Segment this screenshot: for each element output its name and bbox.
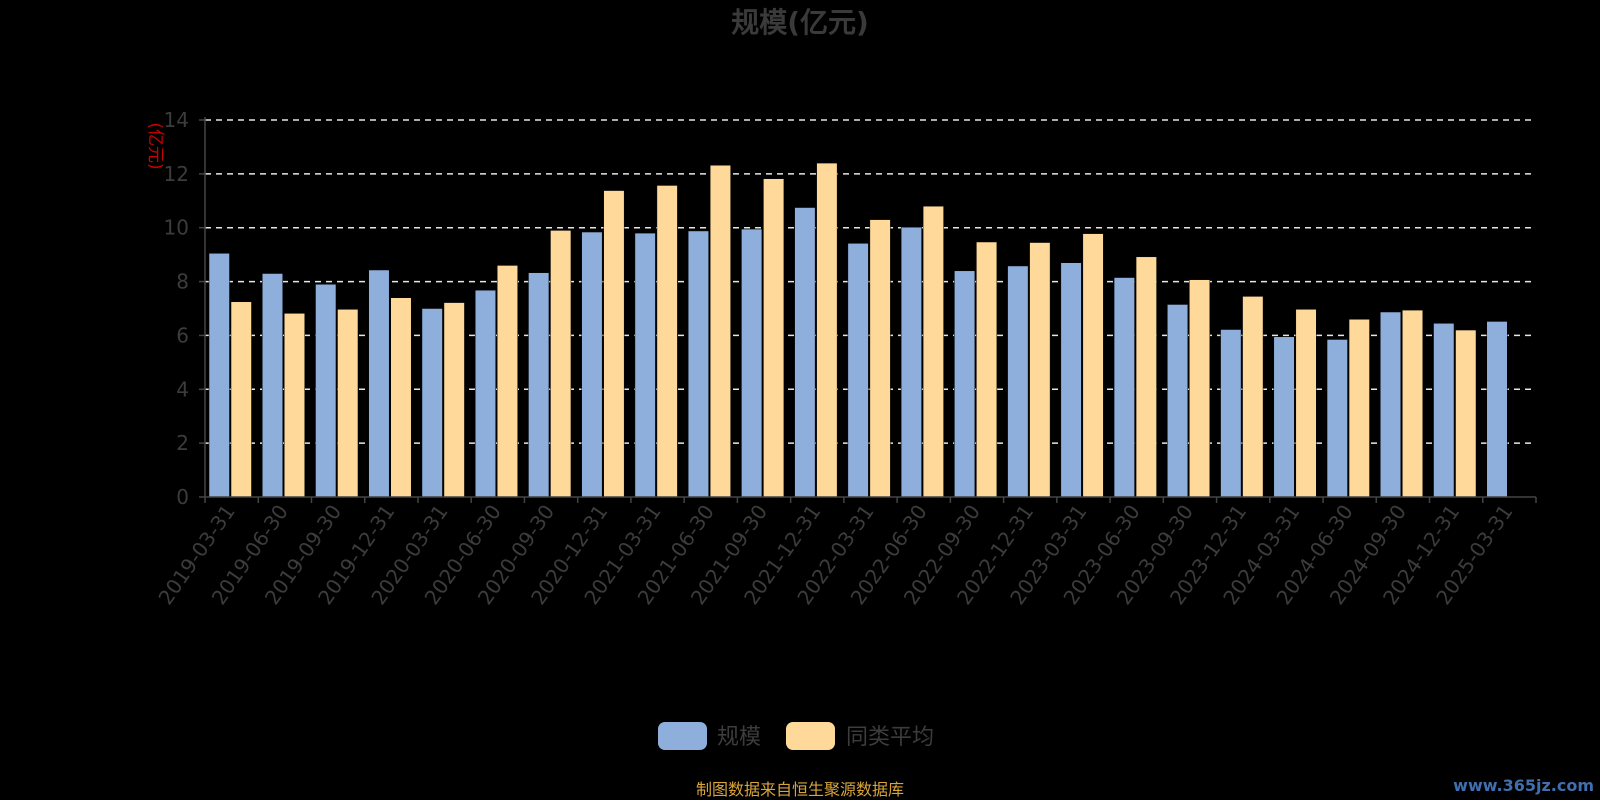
- legend-swatch[interactable]: [658, 722, 707, 750]
- bar-peer-average: [709, 164, 731, 498]
- bar-scale: [1167, 304, 1189, 498]
- bar-peer-average: [976, 241, 998, 498]
- bar-peer-average: [1295, 309, 1317, 498]
- legend[interactable]: 规模 同类平均: [658, 722, 934, 750]
- bar-peer-average: [283, 313, 305, 498]
- axes: [199, 117, 1537, 503]
- y-tick-labels: 0 2 4 6 8 10 12 14: [164, 108, 189, 509]
- bar-scale: [1380, 311, 1402, 498]
- bar-scale: [261, 273, 283, 498]
- bar-scale: [474, 289, 496, 498]
- bar-scale: [581, 231, 603, 498]
- legend-label[interactable]: 同类平均: [846, 725, 934, 750]
- bar-peer-average: [337, 309, 359, 498]
- bar-scale: [421, 308, 443, 498]
- bar-peer-average: [1348, 319, 1370, 498]
- bar-scale: [634, 232, 656, 498]
- bar-scale: [208, 253, 230, 498]
- bar-peer-average: [603, 190, 625, 498]
- bar-scale: [1007, 265, 1029, 498]
- bar-scale: [528, 272, 550, 498]
- bar-peer-average: [763, 178, 785, 498]
- watermark: www.365jz.com: [1453, 776, 1594, 795]
- bar-scale: [954, 270, 976, 498]
- bar-scale: [1326, 339, 1348, 498]
- bar-peer-average: [656, 185, 678, 498]
- bar-peer-average: [1135, 256, 1157, 498]
- bar-peer-average: [922, 205, 944, 498]
- bar-peer-average: [1029, 242, 1051, 498]
- bar-peer-average: [1455, 329, 1477, 498]
- bar-peer-average: [1402, 309, 1424, 498]
- bar-peer-average: [550, 230, 572, 498]
- bar-scale: [368, 269, 390, 498]
- x-tick-labels: 2019-03-312019-06-302019-09-302019-12-31…: [153, 500, 1517, 609]
- bar-scale: [1220, 329, 1242, 498]
- y-tick-label: 0: [176, 485, 189, 509]
- bar-scale: [900, 226, 922, 498]
- chart-title: 规模(亿元): [731, 6, 869, 39]
- bar-peer-average: [1242, 296, 1264, 498]
- bar-peer-average: [496, 265, 518, 498]
- bar-scale: [687, 230, 709, 498]
- bar-peer-average: [1082, 233, 1104, 498]
- bar-peer-average: [230, 301, 252, 498]
- y-axis-unit-label: (亿元): [145, 122, 165, 169]
- bar-scale: [1113, 277, 1135, 498]
- y-tick-label: 8: [176, 270, 189, 294]
- bar-scale: [741, 228, 763, 498]
- bar-peer-average: [390, 297, 412, 498]
- bar-peer-average: [816, 162, 838, 498]
- y-tick-label: 2: [176, 431, 189, 455]
- bar-peer-average: [443, 302, 465, 498]
- legend-swatch[interactable]: [786, 722, 835, 750]
- source-note: 制图数据来自恒生聚源数据库: [696, 780, 904, 799]
- bar-peer-average: [869, 219, 891, 498]
- y-tick-label: 12: [164, 162, 189, 186]
- y-tick-label: 6: [176, 323, 189, 347]
- y-tick-label: 14: [164, 108, 189, 132]
- bar-scale: [1273, 336, 1295, 498]
- bar-scale: [847, 243, 869, 498]
- bar-scale: [315, 284, 337, 498]
- y-tick-label: 4: [176, 377, 189, 401]
- bar-scale: [1486, 321, 1508, 498]
- bar-peer-average: [1189, 279, 1211, 498]
- legend-label[interactable]: 规模: [717, 725, 761, 750]
- bar-scale: [794, 207, 816, 498]
- y-tick-label: 10: [164, 216, 189, 240]
- bar-scale: [1433, 323, 1455, 498]
- bar-series: [208, 162, 1508, 498]
- bar-scale: [1060, 262, 1082, 498]
